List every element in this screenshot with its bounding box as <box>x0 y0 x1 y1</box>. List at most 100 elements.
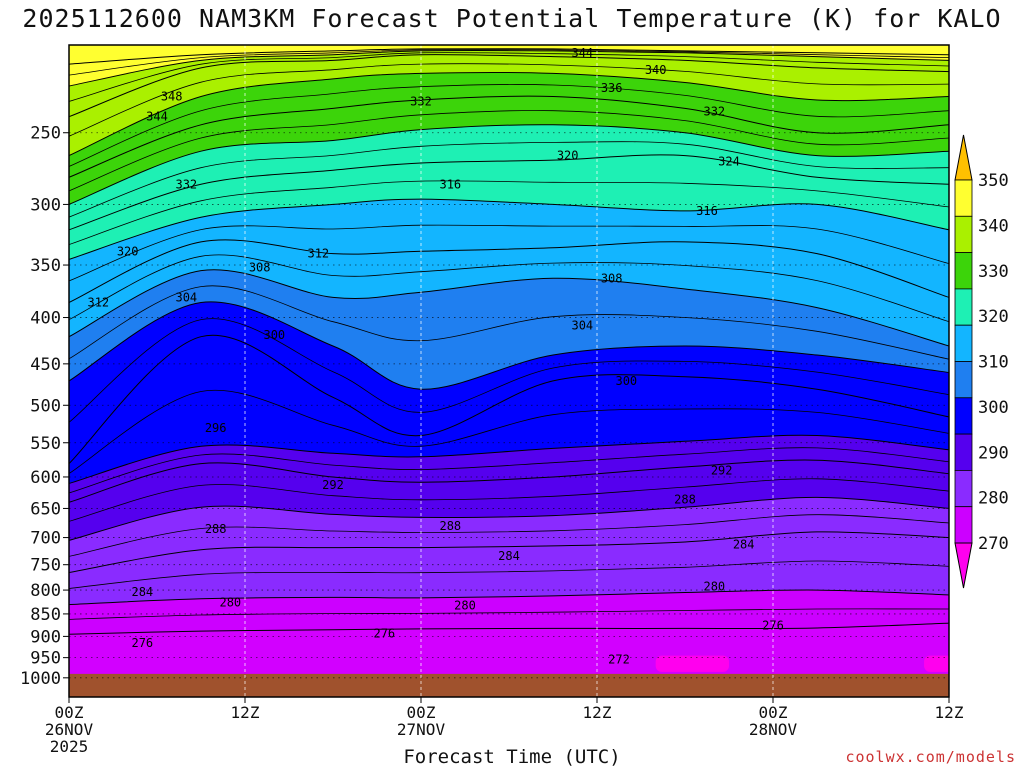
contour-label: 300 <box>615 374 637 388</box>
colorbar-swatch <box>954 469 973 508</box>
y-axis: 2503003504004505005506006507007508008509… <box>20 124 69 689</box>
band-272-pocket <box>924 655 949 672</box>
x-tick-label: 2025 <box>50 737 89 756</box>
colorbar-swatch <box>954 179 973 217</box>
contour-label: 312 <box>307 247 329 261</box>
band-272-pocket <box>655 655 729 672</box>
contour-label: 276 <box>762 618 784 632</box>
contour-minor <box>69 84 949 167</box>
contour-label: 308 <box>249 260 271 274</box>
contour-label: 332 <box>410 95 432 109</box>
x-tick-label: 12Z <box>583 703 612 722</box>
plot-frame <box>68 44 950 698</box>
colorbar-label: 310 <box>978 353 1009 373</box>
contour-minor <box>69 447 949 494</box>
contour-label: 304 <box>571 318 593 332</box>
colorbar-label: 340 <box>978 216 1009 236</box>
contour-label: 344 <box>571 46 593 60</box>
colorbar-label: 270 <box>978 534 1009 554</box>
colorbar-bottom-arrow <box>954 542 973 589</box>
y-tick-label: 700 <box>30 529 61 549</box>
colorbar-swatch <box>954 215 973 254</box>
contour-minor <box>69 141 949 218</box>
contour-label: 332 <box>703 105 725 119</box>
ground-surface <box>69 673 949 697</box>
contour-label: 280 <box>454 598 476 612</box>
colorbar-swatch <box>954 433 973 471</box>
contour-276 <box>69 622 949 635</box>
y-tick-label: 950 <box>30 649 61 669</box>
contour-minor <box>69 224 949 282</box>
y-tick-label: 400 <box>30 309 61 329</box>
credit-link[interactable]: coolwx.com/models <box>845 748 1016 766</box>
contour-minor <box>69 285 949 360</box>
contour-300 <box>69 334 949 464</box>
contour-minor <box>69 478 949 522</box>
contour-label: 288 <box>439 519 461 533</box>
contour-324 <box>69 124 949 205</box>
contour-minor <box>69 180 949 245</box>
contour-328 <box>69 95 949 178</box>
contour-344 <box>69 48 949 65</box>
band-344 <box>69 45 949 65</box>
contour-312 <box>69 239 949 303</box>
y-tick-label: 600 <box>30 468 61 488</box>
contour-minor <box>69 254 949 323</box>
contour-label: 292 <box>322 478 344 492</box>
chart-title: 2025112600 NAM3KM Forecast Potential Tem… <box>22 4 1002 33</box>
contour-label: 316 <box>439 177 461 191</box>
contour-288 <box>69 496 949 541</box>
x-tick-label: 28NOV <box>749 720 798 739</box>
contour-label: 332 <box>175 177 197 191</box>
colorbar-label: 280 <box>978 489 1009 509</box>
y-tick-label: 850 <box>30 605 61 625</box>
ground-fill <box>69 673 949 697</box>
x-tick-label: 27NOV <box>397 720 446 739</box>
contour-label: 296 <box>205 421 227 435</box>
colorbar-swatch <box>954 506 973 544</box>
contour-minor <box>69 514 949 557</box>
colorbar-label: 300 <box>978 398 1009 418</box>
contour-label: 304 <box>175 290 197 304</box>
contour-292 <box>69 459 949 503</box>
colorbar-label: 290 <box>978 443 1009 463</box>
colorbar-top-arrow <box>954 134 973 181</box>
y-tick-label: 750 <box>30 556 61 576</box>
y-tick-label: 300 <box>30 195 61 215</box>
contour-284 <box>69 531 949 573</box>
y-tick-label: 500 <box>30 396 61 416</box>
contour-316 <box>69 198 949 260</box>
colorbar-swatch <box>954 361 973 399</box>
contour-minor <box>69 389 949 474</box>
contour-minor <box>69 63 949 137</box>
band-332 <box>69 45 949 156</box>
contour-label: 312 <box>87 296 109 310</box>
contour-label: 324 <box>718 155 740 169</box>
contour-332 <box>69 71 949 157</box>
contour-label: 280 <box>219 596 241 610</box>
colorbar-swatch <box>954 288 973 326</box>
contour-label: 284 <box>498 549 520 563</box>
contour-label: 336 <box>601 81 623 95</box>
contour-minor <box>69 318 949 423</box>
y-tick-label: 350 <box>30 256 61 276</box>
contour-label: 272 <box>608 653 630 667</box>
colorbar-label: 330 <box>978 262 1009 282</box>
y-tick-label: 800 <box>30 581 61 601</box>
x-tick-label: 12Z <box>231 703 260 722</box>
contour-label: 284 <box>131 585 153 599</box>
contour-label: 284 <box>733 537 755 551</box>
contour-label: 276 <box>131 636 153 650</box>
contour-336 <box>69 54 949 118</box>
contour-label: 320 <box>557 149 579 163</box>
y-tick-label: 250 <box>30 124 61 144</box>
contour-label: 344 <box>146 110 168 124</box>
y-tick-label: 1000 <box>20 669 61 689</box>
contour-320 <box>69 154 949 231</box>
x-tick-label: 00Z <box>759 703 788 722</box>
colorbar: 270 280 290 300 310 320 330 340 350 <box>954 134 1009 589</box>
plot-area: 276 276 276 272 280 280 280 284 284 284 288 288 288 2… <box>69 45 949 697</box>
contour-minor <box>69 52 949 102</box>
